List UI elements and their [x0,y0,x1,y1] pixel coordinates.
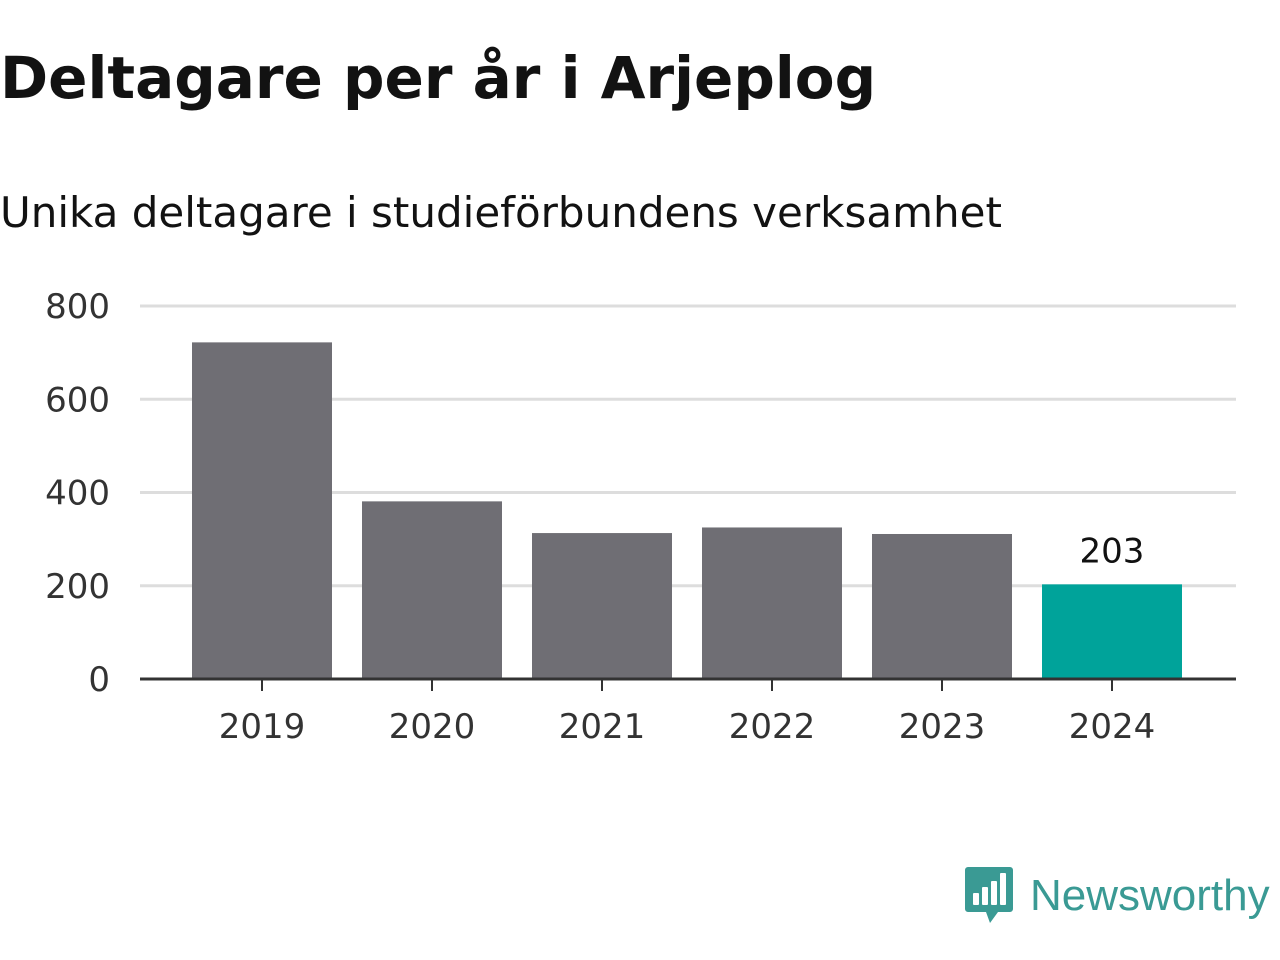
y-tick-label: 200 [45,567,110,607]
bar-2023 [872,533,1012,679]
y-tick-label: 0 [88,660,110,700]
bar-2019 [192,342,332,679]
newsworthy-brand: Newsworthy [964,864,1270,928]
brand-name: Newsworthy [1030,871,1270,920]
x-tick-label: 2019 [219,707,306,747]
bar-2020 [362,501,502,679]
x-tick-label: 2023 [899,707,986,747]
bar-2022 [702,527,842,679]
bar-2024 [1042,584,1182,679]
y-tick-label: 400 [45,474,110,514]
y-tick-label: 600 [45,380,110,420]
x-tick-label: 2020 [389,707,476,747]
chart-title: Deltagare per år i Arjeplog [0,44,877,112]
newsworthy-logo-icon [965,867,1013,923]
y-tick-label: 800 [45,287,110,327]
x-tick-label: 2024 [1069,707,1156,747]
bar-2021 [532,533,672,679]
chart-subtitle: Unika deltagare i studieförbundens verks… [0,188,1002,237]
data-label: 203 [1080,531,1145,571]
x-tick-label: 2022 [729,707,816,747]
x-tick-label: 2021 [559,707,646,747]
